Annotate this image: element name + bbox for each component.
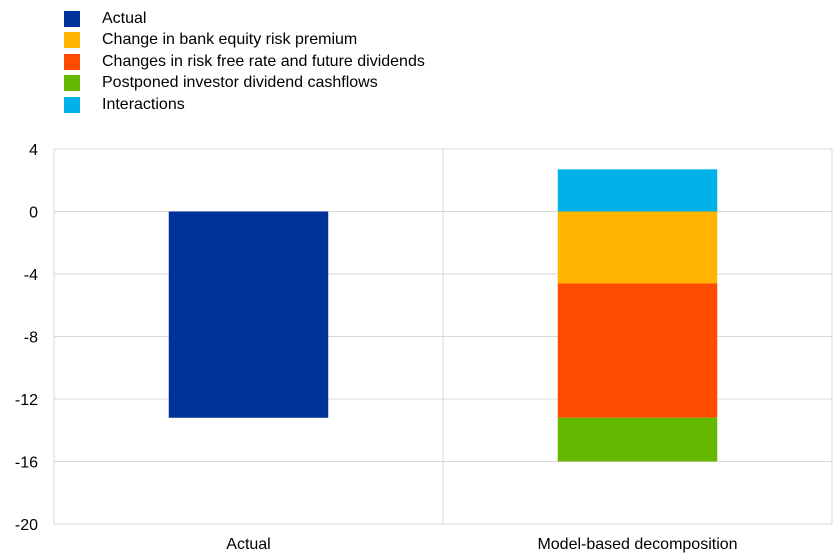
legend-label: Change in bank equity risk premium bbox=[102, 31, 358, 49]
legend-item: Postponed investor dividend cashflows bbox=[64, 73, 425, 95]
legend-item: Actual bbox=[64, 8, 425, 30]
x-axis-category-labels: Actual Model-based decomposition bbox=[226, 536, 737, 553]
y-tick-label: 4 bbox=[29, 142, 38, 159]
x-category-label: Actual bbox=[226, 536, 270, 553]
y-tick-label: -16 bbox=[15, 455, 38, 472]
legend-label: Postponed investor dividend cashflows bbox=[102, 74, 378, 92]
legend-label: Actual bbox=[102, 9, 147, 27]
y-tick-label: -20 bbox=[15, 517, 38, 534]
legend-swatch bbox=[64, 75, 80, 92]
y-tick-label: -12 bbox=[15, 392, 38, 409]
legend-label: Interactions bbox=[102, 95, 185, 113]
legend-swatch bbox=[64, 96, 80, 113]
y-axis-tick-labels: 4 0 -4 -8 -12 -16 -20 bbox=[15, 142, 38, 534]
legend-swatch bbox=[64, 53, 80, 70]
x-category-label: Model-based decomposition bbox=[537, 536, 737, 553]
y-tick-label: -8 bbox=[24, 330, 38, 347]
bar-segment bbox=[168, 211, 329, 418]
bar-segment bbox=[557, 283, 718, 418]
y-tick-label: -4 bbox=[24, 267, 38, 284]
legend-label: Changes in risk free rate and future div… bbox=[102, 52, 425, 70]
bar-segment bbox=[557, 211, 718, 284]
legend-item: Interactions bbox=[64, 94, 425, 116]
legend-swatch bbox=[64, 32, 80, 49]
legend-item: Change in bank equity risk premium bbox=[64, 30, 425, 52]
legend-swatch bbox=[64, 10, 80, 27]
bars bbox=[168, 169, 718, 462]
legend-item: Changes in risk free rate and future div… bbox=[64, 51, 425, 73]
legend: Actual Change in bank equity risk premium… bbox=[64, 8, 425, 116]
bar-segment bbox=[557, 417, 718, 462]
bar-segment bbox=[557, 169, 718, 212]
y-tick-label: 0 bbox=[29, 205, 38, 222]
